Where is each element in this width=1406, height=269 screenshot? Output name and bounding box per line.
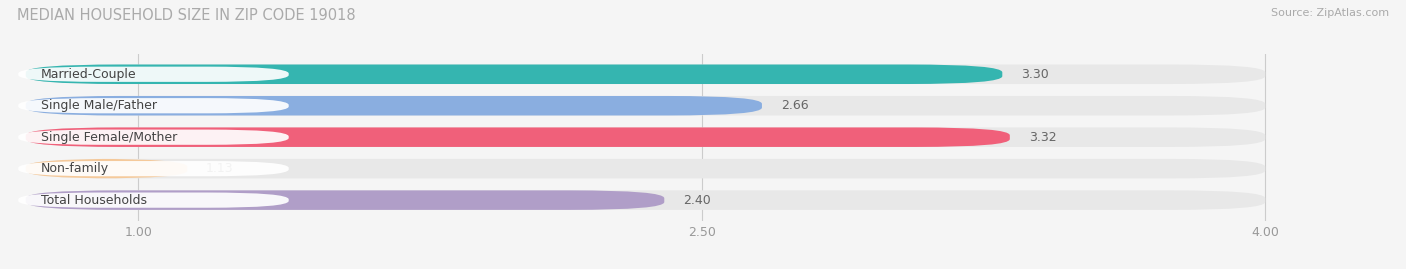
FancyBboxPatch shape [25, 159, 187, 178]
Text: Single Male/Father: Single Male/Father [41, 99, 157, 112]
FancyBboxPatch shape [25, 190, 1265, 210]
Text: Non-family: Non-family [41, 162, 108, 175]
FancyBboxPatch shape [18, 67, 288, 82]
FancyBboxPatch shape [25, 65, 1265, 84]
Text: Source: ZipAtlas.com: Source: ZipAtlas.com [1271, 8, 1389, 18]
Text: Married-Couple: Married-Couple [41, 68, 136, 81]
Text: MEDIAN HOUSEHOLD SIZE IN ZIP CODE 19018: MEDIAN HOUSEHOLD SIZE IN ZIP CODE 19018 [17, 8, 356, 23]
FancyBboxPatch shape [25, 190, 664, 210]
Text: 2.40: 2.40 [683, 194, 711, 207]
Text: 3.32: 3.32 [1029, 131, 1056, 144]
FancyBboxPatch shape [25, 65, 1002, 84]
Text: Single Female/Mother: Single Female/Mother [41, 131, 177, 144]
FancyBboxPatch shape [25, 96, 762, 115]
FancyBboxPatch shape [25, 128, 1265, 147]
FancyBboxPatch shape [18, 130, 288, 145]
Text: Total Households: Total Households [41, 194, 146, 207]
Text: 2.66: 2.66 [780, 99, 808, 112]
Text: 3.30: 3.30 [1021, 68, 1049, 81]
FancyBboxPatch shape [25, 159, 1265, 178]
Text: 1.13: 1.13 [207, 162, 233, 175]
FancyBboxPatch shape [25, 128, 1010, 147]
FancyBboxPatch shape [18, 98, 288, 113]
FancyBboxPatch shape [18, 161, 288, 176]
FancyBboxPatch shape [18, 193, 288, 208]
FancyBboxPatch shape [25, 96, 1265, 115]
